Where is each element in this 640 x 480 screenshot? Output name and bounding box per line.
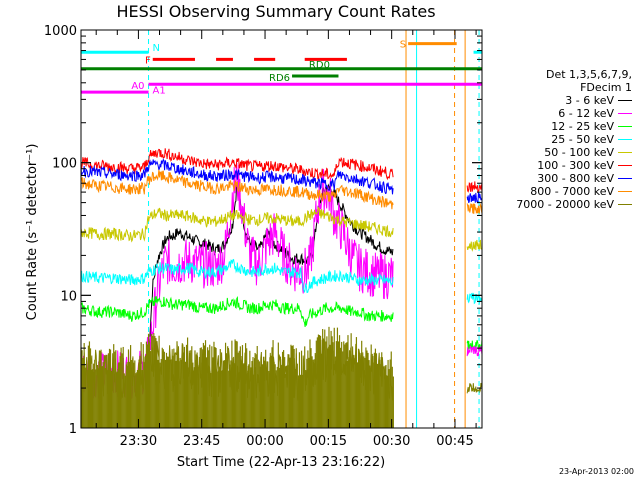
legend-swatch bbox=[618, 191, 632, 192]
x-tick-label: 00:00 bbox=[246, 434, 283, 449]
x-tick-label: 23:30 bbox=[120, 434, 157, 449]
flag-label-a0: A0 bbox=[131, 81, 144, 92]
legend-entry-label: 7000 - 20000 keV bbox=[516, 198, 614, 211]
legend-entry: 7000 - 20000 keV bbox=[486, 198, 632, 211]
legend-entries: 3 - 6 keV 6 - 12 keV 12 - 25 keV 25 - 50 ke… bbox=[486, 94, 632, 211]
legend-header-line2: FDecim 1 bbox=[580, 81, 632, 94]
legend-entry: 300 - 800 keV bbox=[486, 172, 632, 185]
x-axis-label: Start Time (22-Apr-13 23:16:22) bbox=[177, 455, 385, 470]
legend-swatch bbox=[618, 113, 632, 114]
legend-entry-label: 3 - 6 keV bbox=[565, 94, 614, 107]
late-segment-line-2 bbox=[466, 202, 483, 215]
y-tick-label: 1000 bbox=[44, 24, 77, 39]
y-tick-label: 10 bbox=[60, 289, 77, 304]
late-segment-line-3 bbox=[466, 239, 483, 252]
series-line-5 bbox=[80, 148, 394, 181]
legend-swatch bbox=[618, 100, 632, 101]
x-tick-label: 00:45 bbox=[436, 434, 473, 449]
legend-entry: 25 - 50 keV bbox=[486, 133, 632, 146]
flag-label-rd6: RD6 bbox=[269, 73, 290, 84]
chart-title: HESSI Observing Summary Count Rates bbox=[116, 2, 435, 21]
y-axis: 1 10 100 1000 bbox=[44, 24, 482, 437]
legend-entry-label: 25 - 50 keV bbox=[551, 133, 614, 146]
y-axis-label: Count Rate (s⁻¹ detector⁻¹) bbox=[25, 144, 40, 321]
late-segment-line-1 bbox=[466, 191, 483, 204]
legend-entry: 3 - 6 keV bbox=[486, 94, 632, 107]
series-line-6 bbox=[80, 158, 394, 195]
flag-label-s: S bbox=[400, 40, 406, 51]
y-tick-label: 100 bbox=[52, 157, 77, 172]
flag-label-n: N bbox=[153, 43, 160, 54]
flag-label-f: F bbox=[145, 55, 151, 66]
legend-entry: 6 - 12 keV bbox=[486, 107, 632, 120]
x-tick-label: 00:30 bbox=[373, 434, 410, 449]
plot-area: NF RD0 RD6 A0 A1 S bbox=[80, 30, 483, 428]
late-segment-line-7 bbox=[466, 382, 483, 394]
plot-frame bbox=[80, 29, 483, 429]
legend-entry-label: 300 - 800 keV bbox=[537, 172, 614, 185]
series-line-3 bbox=[80, 258, 394, 294]
legend-entry-label: 50 - 100 keV bbox=[544, 146, 614, 159]
late-segment-line-0 bbox=[466, 181, 483, 194]
legend-entry-label: 100 - 300 keV bbox=[537, 159, 614, 172]
legend-swatch bbox=[618, 204, 632, 205]
x-axis: 23:30 23:45 00:00 00:15 00:30 00:45 bbox=[95, 30, 477, 449]
legend-entry-label: 800 - 7000 keV bbox=[530, 185, 614, 198]
series-line-7 bbox=[80, 169, 394, 210]
legend-entry: 800 - 7000 keV bbox=[486, 185, 632, 198]
x-tick-label: 23:45 bbox=[183, 434, 220, 449]
x-tick-label: 00:15 bbox=[310, 434, 347, 449]
y-tick-label: 1 bbox=[69, 422, 77, 437]
late-segment-line-4 bbox=[466, 292, 483, 305]
legend-swatch bbox=[618, 126, 632, 127]
flag-label-a1: A1 bbox=[153, 85, 166, 96]
plot-timestamp: 23-Apr-2013 02:00 bbox=[558, 467, 634, 476]
legend-swatch bbox=[618, 139, 632, 140]
legend-entry: 12 - 25 keV bbox=[486, 120, 632, 133]
series-line-4 bbox=[80, 206, 394, 243]
late-segment-line-6 bbox=[466, 345, 483, 357]
legend-header-line1: Det 1,3,5,6,7,9, bbox=[545, 68, 632, 81]
legend-swatch bbox=[618, 165, 632, 166]
series-line-2 bbox=[80, 295, 394, 327]
legend-entry: 50 - 100 keV bbox=[486, 146, 632, 159]
legend: Det 1,3,5,6,7,9, FDecim 1 3 - 6 keV 6 - 1… bbox=[486, 68, 632, 211]
legend-entry-label: 6 - 12 keV bbox=[558, 107, 614, 120]
legend-swatch bbox=[618, 152, 632, 153]
flag-label-rd0: RD0 bbox=[309, 60, 330, 71]
legend-entry-label: 12 - 25 keV bbox=[551, 120, 614, 133]
legend-entry: 100 - 300 keV bbox=[486, 159, 632, 172]
legend-swatch bbox=[618, 178, 632, 179]
